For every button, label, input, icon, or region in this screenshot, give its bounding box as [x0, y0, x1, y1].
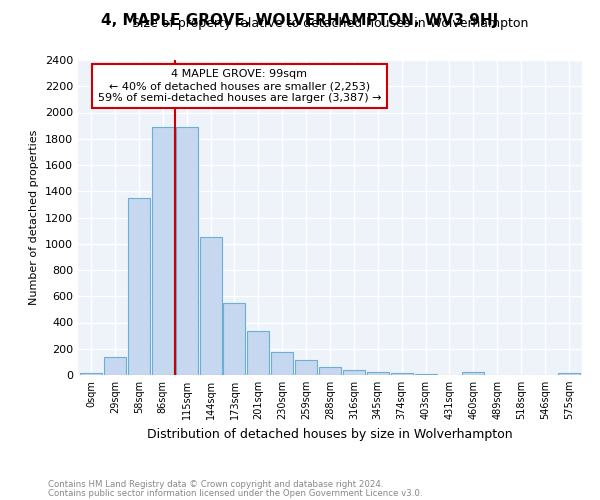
Bar	[271, 352, 293, 375]
Bar	[463, 372, 484, 375]
Text: Contains public sector information licensed under the Open Government Licence v3: Contains public sector information licen…	[48, 488, 422, 498]
Bar	[104, 358, 126, 375]
Bar	[367, 372, 389, 375]
Bar	[200, 237, 221, 375]
Bar	[247, 331, 269, 375]
Bar	[223, 303, 245, 375]
Bar	[343, 370, 365, 375]
Text: 4 MAPLE GROVE: 99sqm
← 40% of detached houses are smaller (2,253)
59% of semi-de: 4 MAPLE GROVE: 99sqm ← 40% of detached h…	[98, 70, 381, 102]
Bar	[391, 373, 413, 375]
Bar	[415, 374, 437, 375]
Bar	[128, 198, 150, 375]
Bar	[176, 127, 197, 375]
Bar	[558, 373, 580, 375]
Text: Contains HM Land Registry data © Crown copyright and database right 2024.: Contains HM Land Registry data © Crown c…	[48, 480, 383, 489]
Bar	[295, 360, 317, 375]
Title: Size of property relative to detached houses in Wolverhampton: Size of property relative to detached ho…	[132, 16, 528, 30]
Bar	[152, 127, 174, 375]
Text: 4, MAPLE GROVE, WOLVERHAMPTON, WV3 9HJ: 4, MAPLE GROVE, WOLVERHAMPTON, WV3 9HJ	[101, 12, 499, 28]
Bar	[319, 367, 341, 375]
X-axis label: Distribution of detached houses by size in Wolverhampton: Distribution of detached houses by size …	[147, 428, 513, 440]
Y-axis label: Number of detached properties: Number of detached properties	[29, 130, 40, 305]
Bar	[80, 373, 102, 375]
